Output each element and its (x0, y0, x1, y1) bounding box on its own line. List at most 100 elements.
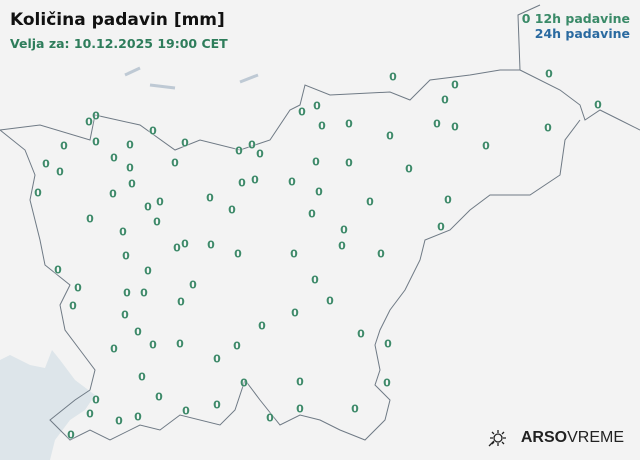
station-value: 0 (291, 306, 299, 320)
station-value: 0 (119, 225, 127, 239)
station-value: 0 (144, 264, 152, 278)
station-value: 0 (173, 241, 181, 255)
station-value: 0 (251, 173, 259, 187)
station-value: 0 (56, 165, 64, 179)
station-value: 0 (451, 120, 459, 134)
arso-logo[interactable]: ARSOVREME (487, 428, 624, 448)
station-value: 0 (86, 407, 94, 421)
station-value: 0 (85, 115, 93, 129)
station-value: 0 (144, 200, 152, 214)
station-value: 0 (389, 70, 397, 84)
station-value: 0 (594, 98, 602, 112)
station-value: 0 (92, 135, 100, 149)
station-value: 0 (377, 247, 385, 261)
station-value: 0 (357, 327, 365, 341)
station-value: 0 (451, 78, 459, 92)
station-value: 0 (34, 186, 42, 200)
station-value: 0 (181, 237, 189, 251)
station-value: 0 (444, 193, 452, 207)
station-value: 0 (482, 139, 490, 153)
station-value: 0 (366, 195, 374, 209)
station-value: 0 (315, 185, 323, 199)
valid-time: Velja za: 10.12.2025 19:00 CET (10, 36, 228, 51)
sun-weather-icon (488, 430, 506, 447)
station-value: 0 (92, 109, 100, 123)
sea (0, 350, 95, 460)
station-value: 0 (405, 162, 413, 176)
station-value: 0 (545, 67, 553, 81)
station-value: 0 (266, 411, 274, 425)
station-value: 0 (60, 139, 68, 153)
slovenia-border (0, 4, 640, 441)
station-value: 0 (177, 295, 185, 309)
station-value: 0 (313, 99, 321, 113)
station-value: 0 (311, 273, 319, 287)
station-value: 0 (386, 129, 394, 143)
station-value: 0 (86, 212, 94, 226)
station-value: 0 (54, 263, 62, 277)
station-value: 0 (433, 117, 441, 131)
station-value: 0 (126, 138, 134, 152)
station-value: 0 (122, 249, 130, 263)
legend-12h-label: 12h padavine (534, 11, 630, 26)
station-value: 0 (115, 414, 123, 428)
station-value: 0 (128, 177, 136, 191)
station-value: 0 (238, 176, 246, 190)
station-value: 0 (290, 247, 298, 261)
station-value: 0 (153, 215, 161, 229)
station-value: 0 (234, 247, 242, 261)
station-value: 0 (544, 121, 552, 135)
station-value: 0 (228, 203, 236, 217)
station-value: 0 (110, 342, 118, 356)
station-value: 0 (240, 376, 248, 390)
station-value: 0 (134, 410, 142, 424)
station-value: 0 (233, 339, 241, 353)
station-value: 0 (345, 156, 353, 170)
map-title: Količina padavin [mm] (10, 10, 225, 30)
station-value: 0 (248, 138, 256, 152)
legend-sample: 0 (521, 11, 531, 26)
station-value: 0 (383, 376, 391, 390)
station-value: 0 (340, 223, 348, 237)
station-value: 0 (134, 325, 142, 339)
station-value: 0 (207, 238, 215, 252)
station-value: 0 (441, 93, 449, 107)
station-value: 0 (326, 294, 334, 308)
station-value: 0 (338, 239, 346, 253)
station-value: 0 (126, 161, 134, 175)
station-value: 0 (182, 404, 190, 418)
station-value: 0 (298, 105, 306, 119)
legend-12h: 0 12h padavine (522, 11, 630, 26)
station-value: 0 (109, 187, 117, 201)
station-value: 0 (140, 286, 148, 300)
station-value: 0 (176, 337, 184, 351)
station-value: 0 (181, 136, 189, 150)
station-value: 0 (213, 398, 221, 412)
station-value: 0 (149, 124, 157, 138)
station-value: 0 (156, 195, 164, 209)
station-value: 0 (74, 281, 82, 295)
station-value: 0 (351, 402, 359, 416)
station-value: 0 (256, 147, 264, 161)
station-value: 0 (155, 390, 163, 404)
station-value: 0 (189, 278, 197, 292)
station-value: 0 (69, 299, 77, 313)
station-value: 0 (92, 393, 100, 407)
station-value: 0 (258, 319, 266, 333)
station-value: 0 (345, 117, 353, 131)
logo-brand: ARSO (520, 429, 568, 446)
station-value: 0 (288, 175, 296, 189)
station-value: 0 (318, 119, 326, 133)
station-value: 0 (110, 151, 118, 165)
station-value: 0 (308, 207, 316, 221)
logo-product: VREME (567, 429, 624, 446)
station-value: 0 (123, 286, 131, 300)
station-value: 0 (437, 220, 445, 234)
station-value: 0 (235, 144, 243, 158)
station-value: 0 (138, 370, 146, 384)
station-value: 0 (121, 308, 129, 322)
station-value: 0 (296, 402, 304, 416)
station-value: 0 (296, 375, 304, 389)
station-value: 0 (206, 191, 214, 205)
